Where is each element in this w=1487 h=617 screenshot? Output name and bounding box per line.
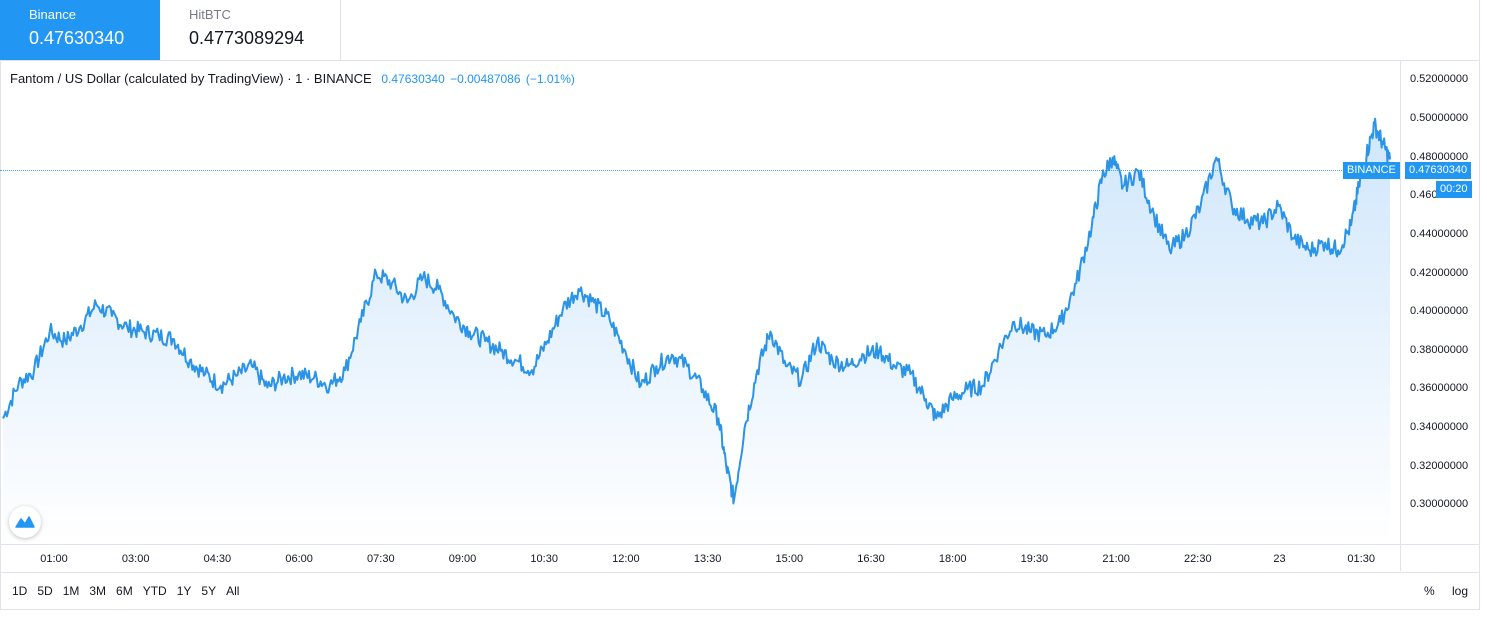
price-tick-label: 0.32000000 <box>1410 459 1469 472</box>
price-tick-label: 0.52000000 <box>1410 73 1469 86</box>
last-price-badge: 0.47630340 <box>1405 162 1472 179</box>
percent-scale-button[interactable]: % <box>1424 584 1435 598</box>
range-button-1d[interactable]: 1D <box>12 584 28 598</box>
exchange-tabs: Binance 0.47630340 HitBTC 0.4773089294 <box>0 0 1480 61</box>
legend-title: Fantom / US Dollar (calculated by Tradin… <box>10 71 372 86</box>
time-tick-label: 18:00 <box>938 553 967 565</box>
range-button-3m[interactable]: 3M <box>89 584 107 598</box>
chart-legend: Fantom / US Dollar (calculated by Tradin… <box>10 71 577 86</box>
time-tick-label: 03:00 <box>121 553 150 565</box>
range-button-6m[interactable]: 6M <box>116 584 133 598</box>
time-axis-border <box>0 544 1480 545</box>
legend-change: −0.00487086 <box>450 72 521 86</box>
exchange-badge: BINANCE <box>1343 162 1400 179</box>
tab-hitbtc-price: 0.4773089294 <box>189 28 305 48</box>
legend-last-price: 0.47630340 <box>381 72 445 86</box>
time-tick-label: 23 <box>1273 553 1286 565</box>
range-button-all[interactable]: All <box>226 584 240 598</box>
date-range-toolbar: 1D 5D 1M 3M 6M YTD 1Y 5Y All <box>12 584 249 598</box>
tradingview-logo-icon[interactable] <box>9 506 41 538</box>
time-tick-label: 01:00 <box>40 553 68 565</box>
time-tick-label: 13:30 <box>693 553 722 565</box>
time-tick-label: 10:30 <box>530 553 558 565</box>
range-button-5y[interactable]: 5Y <box>201 584 217 598</box>
price-tick-label: 0.38000000 <box>1410 343 1469 356</box>
price-tick-label: 0.40000000 <box>1410 305 1469 318</box>
tab-binance-name: Binance <box>29 7 76 22</box>
bottom-toolbar-divider <box>0 572 1480 573</box>
price-tick-label: 0.36000000 <box>1410 382 1469 395</box>
time-tick-label: 09:00 <box>448 553 477 565</box>
price-tick-label: 0.44000000 <box>1410 227 1469 240</box>
axis-options: % log <box>1424 584 1482 598</box>
price-axis-border <box>1400 61 1401 571</box>
countdown-badge: 00:20 <box>1436 181 1472 198</box>
time-tick-label: 12:00 <box>612 553 640 565</box>
time-tick-label: 06:00 <box>285 553 313 565</box>
time-tick-label: 07:30 <box>367 553 395 565</box>
tab-hitbtc[interactable]: HitBTC 0.4773089294 <box>160 0 341 60</box>
price-chart[interactable] <box>0 61 1400 544</box>
range-button-5d[interactable]: 5D <box>37 584 53 598</box>
tab-binance[interactable]: Binance 0.47630340 <box>0 0 160 60</box>
time-tick-label: 22:30 <box>1184 553 1212 565</box>
price-line <box>2 117 1391 505</box>
price-tick-label: 0.42000000 <box>1410 266 1469 279</box>
price-area-fill <box>3 118 1390 544</box>
range-button-ytd[interactable]: YTD <box>142 584 167 598</box>
time-tick-label: 21:00 <box>1102 553 1130 565</box>
range-button-1y[interactable]: 1Y <box>176 584 192 598</box>
tab-hitbtc-name: HitBTC <box>189 7 231 22</box>
range-button-1m[interactable]: 1M <box>62 584 80 598</box>
time-tick-label: 01:30 <box>1347 553 1375 565</box>
price-tick-label: 0.30000000 <box>1410 498 1469 511</box>
last-price-line <box>0 170 1400 171</box>
log-scale-button[interactable]: log <box>1452 584 1469 598</box>
time-tick-label: 19:30 <box>1020 553 1049 565</box>
time-tick-label: 16:30 <box>857 553 885 565</box>
time-tick-label: 15:00 <box>775 553 804 565</box>
price-tick-label: 0.48000000 <box>1410 150 1469 163</box>
price-tick-label: 0.34000000 <box>1410 421 1469 434</box>
price-tick-label: 0.50000000 <box>1410 111 1469 124</box>
legend-change-pct: (−1.01%) <box>525 72 575 86</box>
tab-binance-price: 0.47630340 <box>29 28 125 48</box>
tabs-divider <box>0 60 1480 61</box>
time-tick-label: 04:30 <box>203 553 232 565</box>
